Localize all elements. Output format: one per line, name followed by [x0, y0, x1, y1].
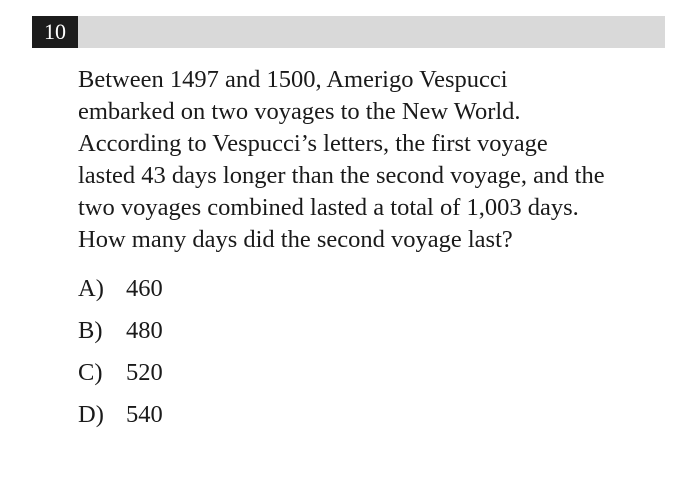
answer-choices: A) 460 B) 480 C) 520 D) 540 [78, 268, 163, 436]
choice-value: 480 [126, 317, 163, 344]
stem-line: Between 1497 and 1500, Amerigo Vespucci [78, 66, 508, 93]
choice-letter: A) [78, 275, 104, 302]
question-stem: Between 1497 and 1500, Amerigo Vespucci … [78, 64, 678, 256]
question-number: 10 [32, 16, 78, 48]
choice-c[interactable]: C) 520 [78, 352, 163, 394]
stem-line: How many days did the second voyage last… [78, 226, 513, 253]
choice-letter: D) [78, 401, 104, 428]
choice-value: 460 [126, 275, 163, 302]
choice-d[interactable]: D) 540 [78, 394, 163, 436]
question-header-bar: 10 [32, 16, 665, 48]
stem-line: two voyages combined lasted a total of 1… [78, 194, 579, 221]
choice-letter: B) [78, 317, 103, 344]
choice-b[interactable]: B) 480 [78, 310, 163, 352]
stem-line: embarked on two voyages to the New World… [78, 98, 521, 125]
choice-value: 520 [126, 359, 163, 386]
stem-line: lasted 43 days longer than the second vo… [78, 162, 605, 189]
stem-line: According to Vespucci’s letters, the fir… [78, 130, 548, 157]
choice-a[interactable]: A) 460 [78, 268, 163, 310]
choice-letter: C) [78, 359, 103, 386]
choice-value: 540 [126, 401, 163, 428]
